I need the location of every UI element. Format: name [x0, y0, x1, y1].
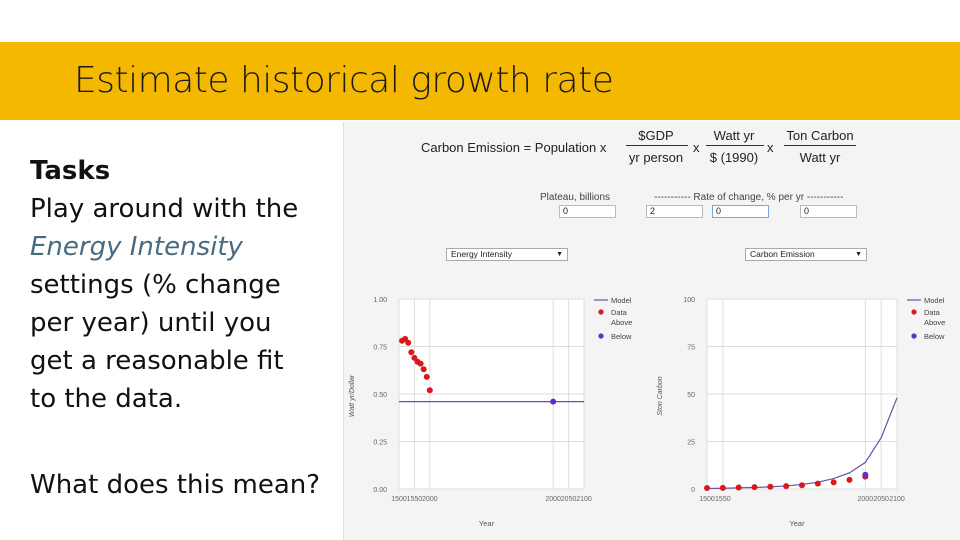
left-select-value: Energy Intensity [451, 249, 512, 259]
y-tick-label: 0.75 [373, 345, 387, 352]
x-tick-label: 1500 [391, 496, 407, 503]
right-select-value: Carbon Emission [750, 249, 815, 259]
y-tick-label: 0.25 [373, 440, 387, 447]
tasks-panel: Tasks Play around with the Energy Intens… [30, 152, 330, 504]
y-tick-label: 25 [687, 440, 695, 447]
x-axis-label: Year [789, 519, 805, 528]
legend-label: Below [611, 332, 632, 341]
legend-label: Above [924, 318, 945, 327]
data-above-point [423, 373, 430, 380]
data-above-point [830, 479, 837, 486]
x-tick-label: 1550 [407, 496, 423, 503]
y-tick-label: 0.50 [373, 392, 387, 399]
data-above-point [735, 484, 742, 491]
data-above-point [814, 480, 821, 487]
title-banner: Estimate historical growth rate [0, 42, 960, 120]
legend-dot-swatch [598, 333, 604, 339]
y-tick-label: 0.00 [373, 487, 387, 494]
right-chart-select[interactable]: Carbon Emission ▼ [745, 248, 867, 261]
x-tick-label: 2000 [858, 496, 874, 503]
legend-label: Data [924, 308, 941, 317]
multiply-sign: x [767, 140, 774, 155]
rate-input-population[interactable]: 2 [646, 205, 703, 218]
left-chart-select[interactable]: Energy Intensity ▼ [446, 248, 568, 261]
y-tick-label: 1.00 [373, 297, 387, 304]
task-line-5: get a reasonable fit [30, 346, 284, 376]
fraction-line [784, 145, 856, 146]
energy-numerator: Watt yr [713, 128, 755, 143]
legend-label: Model [924, 296, 945, 305]
data-below-point [550, 398, 557, 405]
y-axis-label: Watt yr/Dollar [349, 374, 356, 417]
legend-dot-swatch [911, 309, 917, 315]
x-tick-label: 2100 [576, 496, 592, 503]
x-axis-label: Year [479, 519, 495, 528]
x-tick-label: 2050 [561, 496, 577, 503]
x-tick-label: 2000 [422, 496, 438, 503]
legend-label: Data [611, 308, 628, 317]
multiply-sign: x [693, 140, 700, 155]
data-above-point [405, 339, 412, 346]
plateau-input[interactable]: 0 [559, 205, 616, 218]
plateau-label: Plateau, billions [540, 192, 611, 203]
gdp-denominator: yr person [628, 150, 684, 165]
energy-denominator: $ (1990) [709, 150, 759, 165]
legend-label: Below [924, 332, 945, 341]
data-above-point [408, 349, 415, 356]
legend-dot-swatch [598, 309, 604, 315]
y-tick-label: 100 [683, 297, 695, 304]
carbon-emission-chart: 0 25 50 75 100 1500 1550 2000 2050 2100 Year Ston C… [657, 296, 945, 528]
formula-lhs: Carbon Emission = Population x [421, 140, 607, 155]
fraction-line [706, 145, 764, 146]
data-above-point [719, 484, 726, 491]
carbon-numerator: Ton Carbon [786, 128, 854, 143]
question-text: What does this mean? [30, 470, 321, 500]
slide-title: Estimate historical growth rate [74, 60, 614, 101]
fraction-line [626, 145, 688, 146]
x-tick-label: 1500 [699, 496, 715, 503]
data-below-point [862, 471, 869, 478]
task-line-4: per year) until you [30, 308, 272, 338]
task-line-1: Play around with the [30, 194, 299, 224]
tasks-heading: Tasks [30, 156, 111, 186]
data-above-point [426, 387, 433, 394]
gdp-numerator: $GDP [638, 128, 674, 143]
carbon-denominator: Watt yr [799, 150, 841, 165]
data-above-point [767, 483, 774, 490]
x-tick-label: 2050 [873, 496, 889, 503]
chevron-down-icon: ▼ [556, 251, 563, 258]
task-line-3: settings (% change [30, 270, 281, 300]
x-tick-label: 2100 [889, 496, 905, 503]
x-tick-label: 2000 [545, 496, 561, 503]
data-above-point [751, 484, 758, 491]
data-above-point [704, 485, 710, 492]
data-above-point [799, 482, 805, 489]
rate-input-carbon[interactable]: 0 [800, 205, 857, 218]
rate-label: ----------- Rate of change, % per yr ---… [654, 192, 844, 203]
legend-label: Model [611, 296, 632, 305]
y-tick-label: 75 [687, 345, 695, 352]
x-tick-label: 1550 [715, 496, 731, 503]
model-screenshot: Carbon Emission = Population x $GDP yr p… [343, 122, 960, 540]
chevron-down-icon: ▼ [855, 251, 862, 258]
rate-input-energy-intensity[interactable]: 0 [712, 205, 769, 218]
data-above-point [420, 366, 427, 373]
y-axis-label: Ston Carbon [657, 376, 664, 415]
legend-dot-swatch [911, 333, 917, 339]
legend-label: Above [611, 318, 632, 327]
task-emphasis: Energy Intensity [30, 232, 243, 262]
data-above-point [846, 476, 853, 483]
data-above-point [783, 483, 790, 490]
y-tick-label: 50 [687, 392, 695, 399]
data-above-point [417, 360, 424, 367]
task-line-6: to the data. [30, 384, 183, 414]
y-tick-label: 0 [691, 487, 695, 494]
